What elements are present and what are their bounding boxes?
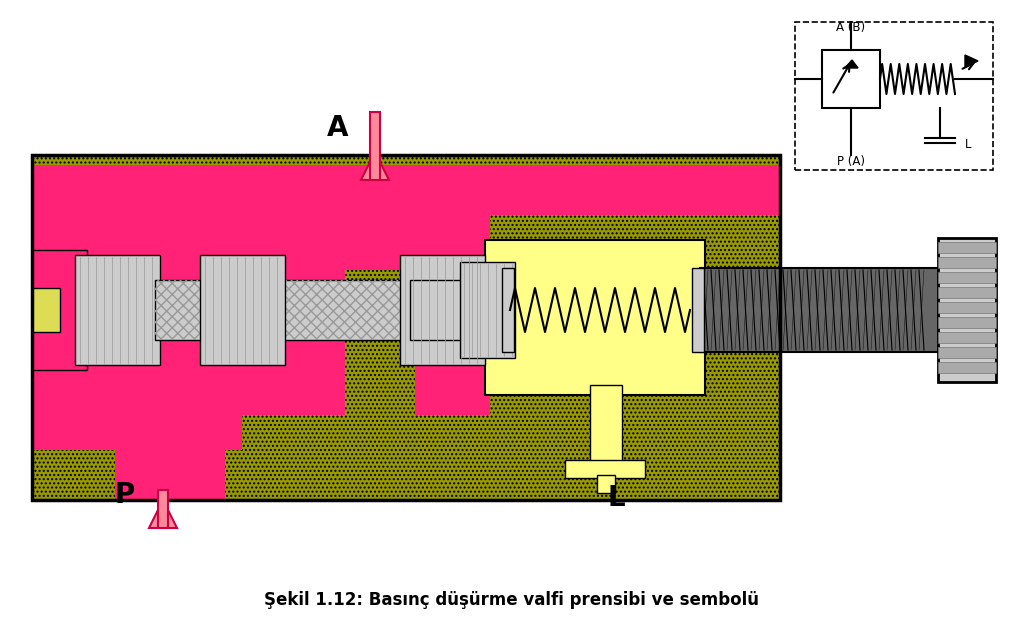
- Bar: [938, 317, 996, 328]
- Bar: [415, 215, 490, 415]
- Text: A: A: [327, 114, 348, 142]
- Polygon shape: [845, 60, 858, 68]
- Bar: [32, 215, 242, 450]
- Bar: [410, 280, 505, 340]
- Bar: [822, 50, 880, 108]
- Text: Şekil 1.12: Basınç düşürme valfi prensibi ve sembolü: Şekil 1.12: Basınç düşürme valfi prensib…: [264, 591, 760, 609]
- Bar: [115, 385, 225, 500]
- Bar: [938, 332, 996, 343]
- Bar: [502, 268, 514, 352]
- Bar: [938, 362, 996, 373]
- Bar: [938, 302, 996, 313]
- Bar: [32, 155, 780, 500]
- Bar: [210, 215, 345, 415]
- Bar: [400, 255, 485, 365]
- Bar: [155, 280, 410, 340]
- Bar: [565, 460, 645, 478]
- Bar: [590, 385, 622, 475]
- Bar: [75, 255, 160, 365]
- Polygon shape: [361, 152, 389, 180]
- Bar: [938, 242, 996, 253]
- Bar: [597, 475, 615, 493]
- Text: L: L: [608, 484, 626, 512]
- Bar: [32, 155, 780, 500]
- Text: A (B): A (B): [837, 21, 865, 34]
- Bar: [150, 430, 190, 500]
- Bar: [938, 347, 996, 358]
- Bar: [200, 255, 285, 365]
- Bar: [692, 268, 705, 352]
- Bar: [32, 165, 780, 215]
- Text: P (A): P (A): [837, 156, 865, 169]
- Bar: [700, 268, 945, 352]
- Bar: [938, 272, 996, 283]
- Bar: [938, 287, 996, 298]
- Text: P: P: [115, 481, 135, 509]
- Bar: [32, 155, 780, 500]
- Bar: [938, 238, 996, 382]
- Bar: [340, 165, 420, 270]
- Bar: [158, 490, 168, 528]
- Bar: [32, 250, 87, 370]
- Bar: [485, 240, 705, 395]
- Bar: [32, 288, 60, 332]
- Bar: [370, 112, 380, 180]
- Text: L: L: [965, 139, 972, 151]
- Bar: [460, 262, 515, 358]
- Bar: [155, 280, 410, 340]
- Polygon shape: [150, 500, 177, 528]
- Polygon shape: [965, 55, 978, 67]
- Bar: [795, 22, 993, 170]
- Bar: [938, 257, 996, 268]
